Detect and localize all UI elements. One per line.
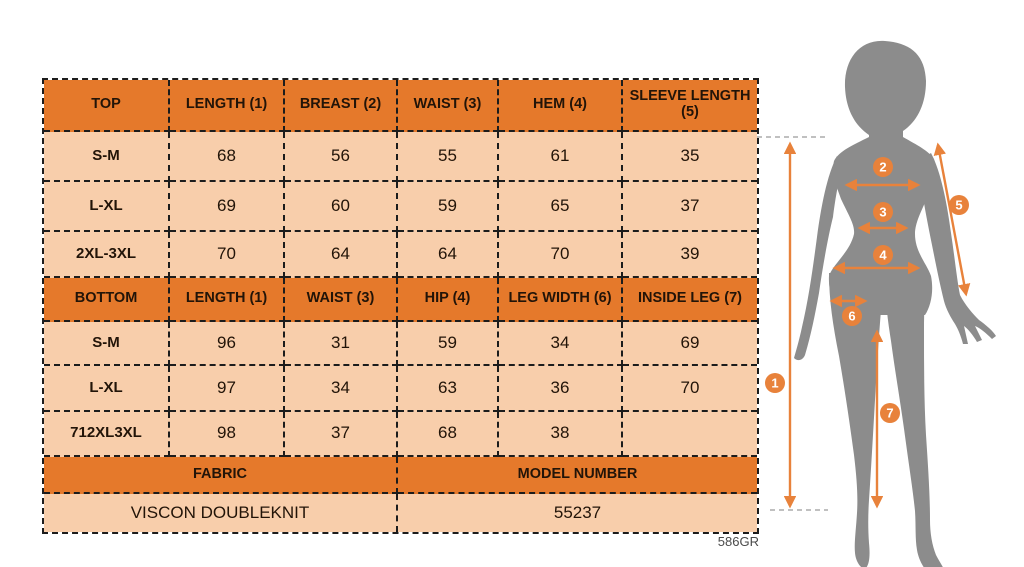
table-cell: 59	[398, 322, 499, 366]
size-chart-table: TOP LENGTH (1) BREAST (2) WAIST (3) HEM …	[42, 78, 759, 534]
table-cell: 64	[285, 232, 398, 278]
svg-text:7: 7	[886, 406, 893, 421]
column-header-leg-width: LEG WIDTH (6)	[499, 278, 623, 322]
marker-6: 6	[842, 306, 862, 326]
measurement-figure: 1 2 3 4 5 6 7	[757, 40, 996, 567]
fabric-value: VISCON DOUBLEKNIT	[44, 494, 398, 532]
marker-5: 5	[949, 195, 969, 215]
table-cell: 36	[499, 366, 623, 412]
table-cell: 55	[398, 132, 499, 182]
row-label: 712XL3XL	[44, 412, 170, 457]
table-cell: 31	[285, 322, 398, 366]
table-cell: 70	[170, 232, 285, 278]
table-cell: 64	[398, 232, 499, 278]
column-header-bottom: BOTTOM	[44, 278, 170, 322]
table-cell: 96	[170, 322, 285, 366]
table-cell: 65	[499, 182, 623, 232]
row-label: S-M	[44, 132, 170, 182]
marker-3: 3	[873, 202, 893, 222]
table-cell-empty	[623, 412, 757, 457]
table-cell: 69	[623, 322, 757, 366]
svg-text:4: 4	[879, 248, 887, 263]
column-header-waist: WAIST (3)	[398, 80, 499, 132]
column-header-hem: HEM (4)	[499, 80, 623, 132]
svg-text:3: 3	[879, 205, 886, 220]
table-cell: 37	[285, 412, 398, 457]
column-header-inside-leg: INSIDE LEG (7)	[623, 278, 757, 322]
table-cell: 37	[623, 182, 757, 232]
row-label: L-XL	[44, 182, 170, 232]
female-silhouette	[794, 40, 996, 567]
svg-text:1: 1	[771, 376, 778, 391]
table-cell: 34	[499, 322, 623, 366]
table-cell: 70	[623, 366, 757, 412]
column-header-hip: HIP (4)	[398, 278, 499, 322]
row-label: 2XL-3XL	[44, 232, 170, 278]
svg-text:5: 5	[955, 198, 962, 213]
table-cell: 35	[623, 132, 757, 182]
column-header-sleeve-length: SLEEVE LENGTH (5)	[623, 80, 757, 132]
table-cell: 70	[499, 232, 623, 278]
model-number-header: MODEL NUMBER	[398, 457, 757, 494]
column-header-length: LENGTH (1)	[170, 278, 285, 322]
svg-text:6: 6	[848, 309, 855, 324]
marker-4: 4	[873, 245, 893, 265]
table-cell: 39	[623, 232, 757, 278]
table-cell: 98	[170, 412, 285, 457]
table-cell: 68	[170, 132, 285, 182]
measurement-arrow-sleeve	[933, 142, 971, 297]
table-cell: 59	[398, 182, 499, 232]
marker-1: 1	[765, 373, 785, 393]
marker-2: 2	[873, 157, 893, 177]
marker-7: 7	[880, 403, 900, 423]
table-cell: 60	[285, 182, 398, 232]
table-cell: 61	[499, 132, 623, 182]
table-cell: 97	[170, 366, 285, 412]
table-cell: 68	[398, 412, 499, 457]
table-cell: 63	[398, 366, 499, 412]
column-header-length: LENGTH (1)	[170, 80, 285, 132]
column-header-breast: BREAST (2)	[285, 80, 398, 132]
product-code: 586GR	[717, 534, 759, 549]
table-cell: 56	[285, 132, 398, 182]
fabric-header: FABRIC	[44, 457, 398, 494]
table-cell: 34	[285, 366, 398, 412]
table-cell: 69	[170, 182, 285, 232]
svg-text:2: 2	[879, 160, 886, 175]
table-cell: 38	[499, 412, 623, 457]
row-label: S-M	[44, 322, 170, 366]
model-number-value: 55237	[398, 494, 757, 532]
column-header-top: TOP	[44, 80, 170, 132]
column-header-waist: WAIST (3)	[285, 278, 398, 322]
row-label: L-XL	[44, 366, 170, 412]
